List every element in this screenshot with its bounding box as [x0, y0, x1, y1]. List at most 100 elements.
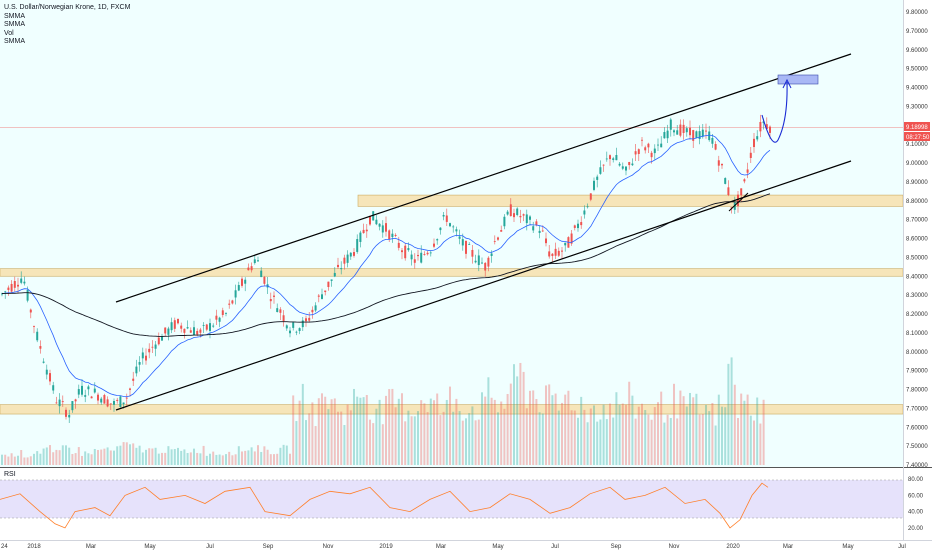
volume-bar [231, 455, 234, 465]
price-tick-label: 8.80000 [906, 199, 928, 205]
candle-body [263, 276, 266, 284]
candle-body [477, 255, 480, 266]
candle-body [749, 152, 752, 158]
candle-body [250, 266, 253, 271]
candle-body [157, 337, 160, 345]
candle-body [474, 260, 477, 263]
candle-body [372, 211, 375, 221]
price-tick-label: 8.20000 [906, 312, 928, 318]
volume-bar [727, 363, 730, 465]
volume-bar [29, 456, 32, 465]
candle-body [161, 336, 163, 341]
candle-body [349, 252, 352, 257]
candle-body [215, 315, 218, 320]
candle-body [417, 254, 419, 257]
candle-body [519, 215, 522, 218]
candle-body [541, 230, 544, 232]
volume-bar [417, 411, 419, 465]
volume-bar [388, 389, 391, 465]
candle-body [554, 248, 557, 256]
candle-body [58, 399, 61, 407]
candle-body [116, 399, 119, 401]
rsi-pane: RSI [0, 467, 932, 529]
price-tick-label: 7.40000 [906, 463, 928, 469]
volume-bar [657, 402, 659, 465]
candle-body [647, 143, 650, 148]
candle-body [433, 243, 435, 247]
volume-bar [10, 453, 13, 465]
volume-bar [292, 395, 295, 465]
candle-body [583, 210, 586, 215]
target-zone-box[interactable] [777, 74, 819, 85]
volume-bar [340, 411, 343, 465]
volume-bar [759, 423, 762, 465]
trend-mark-line[interactable] [728, 192, 749, 212]
volume-bar [301, 383, 304, 465]
channel-upper-line[interactable] [115, 53, 852, 303]
volume-bar [269, 454, 272, 465]
candle-body [676, 130, 679, 135]
candle-body [257, 260, 259, 262]
candle-body [679, 124, 682, 136]
candle-body [381, 225, 384, 233]
candle-body [378, 223, 381, 227]
volume-bar [7, 456, 10, 465]
candle-body [497, 237, 499, 240]
volume-bar [647, 414, 650, 465]
time-tick-label: Sep [611, 544, 622, 550]
volume-bar [740, 393, 743, 465]
volume-bar [93, 448, 96, 465]
candle-body [685, 128, 688, 133]
candle-body [55, 402, 58, 404]
volume-bar [61, 445, 64, 465]
volume-bar [634, 418, 637, 465]
volume-bar [381, 424, 384, 465]
candle-body [151, 346, 154, 348]
candle-body [202, 324, 205, 326]
volume-bar [493, 399, 496, 465]
volume-bar [202, 445, 205, 465]
candle-body [106, 399, 109, 407]
candle-body [615, 155, 618, 161]
volume-bar [330, 399, 333, 465]
sr-zone [357, 194, 904, 207]
candle-body [426, 252, 429, 255]
volume-bar [589, 408, 592, 465]
channel-lower-line[interactable] [115, 160, 852, 411]
candle-body [577, 223, 579, 229]
time-tick-label: Nov [669, 544, 680, 550]
volume-bar [68, 447, 71, 465]
volume-bar [410, 416, 413, 465]
candle-body [90, 396, 93, 399]
volume-bar [109, 450, 112, 465]
volume-bar [285, 445, 288, 465]
time-axis[interactable]: 24 2018 Mar May Jul Sep Nov 2019 Mar May Jul Sep Nov… [0, 540, 932, 550]
candle-body [551, 253, 554, 257]
volume-bar [628, 381, 631, 465]
volume-bar [593, 405, 595, 465]
candle-body [573, 225, 576, 228]
volume-bar [305, 420, 307, 465]
projection-curve[interactable] [761, 81, 788, 143]
volume-bar [596, 421, 599, 465]
price-pane-background [0, 0, 903, 467]
candle-body [324, 290, 327, 293]
price-tick-label: 8.30000 [906, 293, 928, 299]
volume-bar [346, 404, 349, 465]
candle-body [122, 402, 125, 405]
rsi-tick-label: 60.00 [908, 493, 924, 499]
candle-body [183, 328, 186, 333]
candle-body [484, 262, 487, 271]
volume-bar [247, 450, 250, 465]
candle-body [196, 330, 199, 335]
candle-body [516, 208, 519, 216]
candle-body [644, 147, 647, 151]
candle-body [113, 401, 115, 405]
volume-bar [561, 402, 563, 465]
candle-body [237, 285, 240, 291]
volume-bar [308, 413, 311, 465]
candle-body [273, 295, 275, 297]
candle-body [413, 259, 416, 263]
price-axis[interactable]: 9.80000 9.70000 9.60000 9.50000 9.40000 9.300… [903, 0, 931, 540]
